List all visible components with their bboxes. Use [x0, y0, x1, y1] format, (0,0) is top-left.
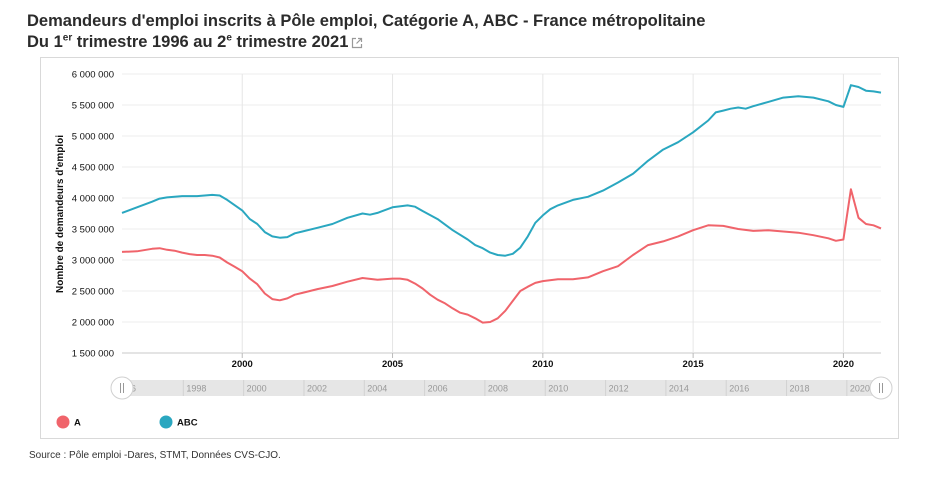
series-line-abc[interactable] [121, 84, 882, 257]
title-line-2: Du 1er trimestre 1996 au 2e trimestre 20… [27, 32, 705, 55]
legend-marker [56, 415, 70, 429]
navigator-label: 2010 [548, 384, 568, 394]
legend-label: ABC [177, 418, 198, 429]
legend[interactable]: A ABC [56, 415, 198, 429]
series [121, 84, 882, 324]
x-tick-label: 2015 [683, 359, 705, 370]
legend-item-abc[interactable]: ABC [159, 415, 198, 429]
title-line-1: Demandeurs d'emploi inscrits à Pôle empl… [27, 12, 706, 30]
chart-panel: 1 500 000 2 000 000 2 500 000 3 000 000 3 50… [40, 57, 899, 439]
legend-item-a[interactable]: A [56, 415, 82, 429]
navigator-label: 2004 [367, 384, 387, 394]
chart-title: Demandeurs d'emploi inscrits à Pôle empl… [27, 11, 705, 55]
navigator-right-handle[interactable] [869, 376, 893, 400]
title-part-1: Du 1 [27, 33, 63, 51]
x-axis: 2000 2005 2010 2015 2020 [232, 353, 854, 370]
title-sup-1: er [62, 32, 73, 44]
y-tick-label: 2 500 000 [72, 287, 114, 298]
y-tick-label: 2 000 000 [72, 318, 114, 329]
title-part-3: trimestre 2021 [231, 33, 349, 51]
grid [122, 73, 881, 354]
navigator-label: 2020 [850, 384, 870, 394]
x-tick-label: 2010 [532, 359, 553, 370]
y-tick-label: 3 500 000 [72, 225, 114, 236]
navigator[interactable]: 9619982000200220042006200820102012201420… [110, 376, 893, 400]
source-note: Source : Pôle emploi -Dares, STMT, Donné… [29, 450, 281, 461]
y-tick-label: 5 500 000 [72, 101, 114, 112]
line-chart: 1 500 000 2 000 000 2 500 000 3 000 000 3 50… [55, 70, 893, 429]
y-tick-label: 4 500 000 [72, 163, 114, 174]
title-part-2: trimestre 1996 au 2 [72, 33, 227, 51]
y-tick-label: 1 500 000 [72, 349, 114, 360]
y-tick-label: 6 000 000 [72, 70, 114, 81]
y-axis: 1 500 000 2 000 000 2 500 000 3 000 000 3 50… [72, 70, 114, 360]
title-sup-2: e [226, 32, 232, 44]
navigator-label: 2002 [307, 384, 327, 394]
y-tick-label: 4 000 000 [72, 194, 114, 205]
legend-label: A [74, 418, 81, 429]
navigator-label: 2000 [247, 384, 267, 394]
navigator-label: 2008 [488, 384, 508, 394]
x-tick-label: 2005 [382, 359, 404, 370]
y-tick-label: 3 000 000 [72, 256, 114, 267]
navigator-label: 2018 [790, 384, 810, 394]
y-axis-label: Nombre de demandeurs d'emploi [55, 135, 66, 293]
navigator-label: 2016 [729, 384, 749, 394]
navigator-left-handle[interactable] [110, 376, 134, 400]
legend-marker [159, 415, 173, 429]
navigator-label: 2006 [428, 384, 448, 394]
navigator-label: 2014 [669, 384, 689, 394]
y-tick-label: 5 000 000 [72, 132, 114, 143]
navigator-label: 1998 [186, 384, 206, 394]
navigator-track[interactable] [122, 380, 881, 396]
x-tick-label: 2020 [833, 359, 854, 370]
external-link-icon[interactable] [351, 34, 363, 55]
navigator-label: 2012 [609, 384, 629, 394]
series-line-a[interactable] [121, 188, 882, 324]
x-tick-label: 2000 [232, 359, 253, 370]
